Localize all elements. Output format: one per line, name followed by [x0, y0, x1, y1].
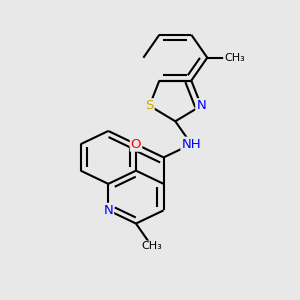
- Text: S: S: [145, 99, 154, 112]
- Text: O: O: [131, 138, 141, 151]
- Text: CH₃: CH₃: [224, 53, 245, 63]
- Text: N: N: [103, 204, 113, 217]
- Text: N: N: [196, 99, 206, 112]
- Text: CH₃: CH₃: [142, 242, 162, 251]
- Text: NH: NH: [182, 138, 201, 151]
